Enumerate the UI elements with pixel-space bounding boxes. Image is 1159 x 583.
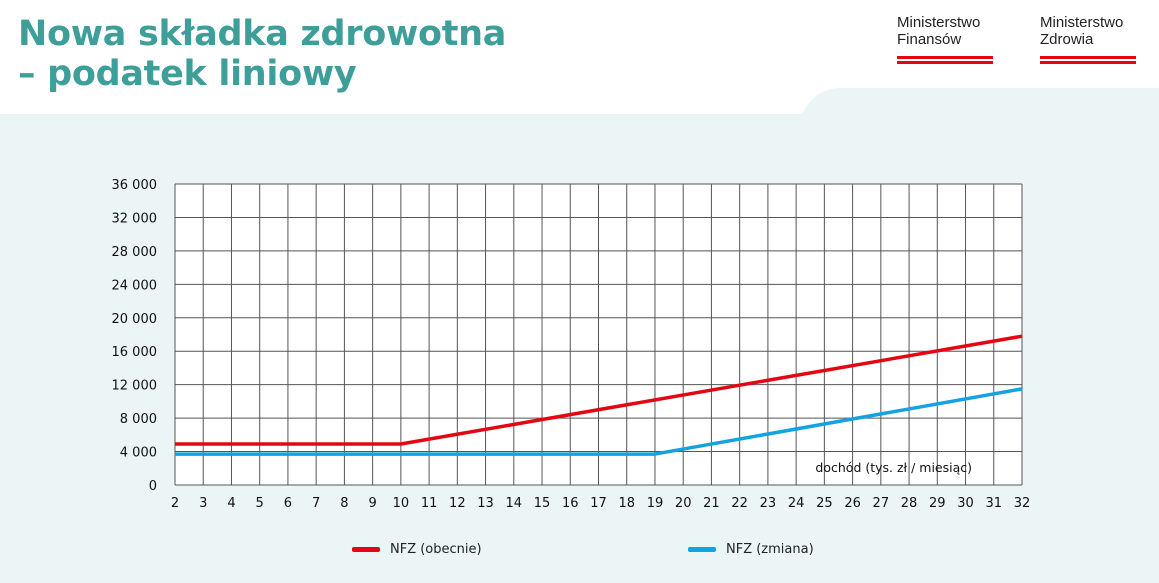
y-tick-label: 20 000	[112, 312, 158, 327]
y-tick-label: 12 000	[112, 379, 158, 394]
legend-item-obecnie: NFZ (obecnie)	[352, 539, 482, 559]
x-tick-label: 19	[647, 496, 664, 511]
logo-bar-red	[1040, 56, 1136, 59]
x-tick-label: 31	[985, 496, 1002, 511]
x-tick-label: 29	[929, 496, 946, 511]
grid	[174, 183, 1023, 486]
logo-ministerstwo-finansow: Ministerstwo Finansów	[897, 14, 993, 64]
logo-bar-red	[897, 56, 993, 59]
series-lines	[175, 334, 1023, 456]
y-tick-label: 24 000	[112, 278, 158, 293]
page-title: Nowa składka zdrowotna – podatek liniowy	[18, 14, 506, 94]
title-line-1: Nowa składka zdrowotna	[18, 14, 507, 54]
series-line-2	[175, 387, 1023, 456]
logo-bar-white	[897, 59, 993, 61]
logo-bar-red-2	[1040, 61, 1136, 64]
x-tick-label: 32	[1014, 496, 1031, 511]
logo-name: Ministerstwo Finansów	[897, 14, 981, 48]
x-tick-label: 5	[256, 496, 264, 511]
legend-label: NFZ (obecnie)	[390, 541, 482, 557]
x-tick-label: 2	[171, 496, 179, 511]
x-tick-label: 13	[477, 496, 494, 511]
x-tick-label: 25	[816, 496, 833, 511]
logo-name: Ministerstwo Zdrowia	[1040, 14, 1124, 48]
x-tick-label: 9	[368, 496, 376, 511]
y-tick-label: 0	[149, 479, 157, 494]
y-axis-ticks: 0 4 000 8 000 12 000 16 000 20 000 24 000 28 00…	[112, 178, 158, 494]
y-tick-label: 36 000	[112, 178, 158, 193]
x-tick-label: 8	[340, 496, 348, 511]
panel-tab-decoration	[800, 88, 1159, 128]
x-tick-label: 23	[760, 496, 777, 511]
x-tick-label: 17	[590, 496, 607, 511]
x-tick-label: 18	[618, 496, 635, 511]
title-line-2: – podatek liniowy	[18, 54, 357, 94]
x-tick-label: 10	[393, 496, 410, 511]
x-tick-label: 4	[227, 496, 235, 511]
series-line-1	[175, 334, 1023, 446]
logo-bar-white	[1040, 59, 1136, 61]
y-tick-label: 28 000	[112, 245, 158, 260]
y-tick-label: 16 000	[112, 345, 158, 360]
x-tick-label: 11	[421, 496, 438, 511]
x-tick-label: 27	[873, 496, 890, 511]
x-tick-label: 16	[562, 496, 579, 511]
y-tick-label: 32 000	[112, 211, 158, 226]
x-tick-label: 26	[844, 496, 861, 511]
x-tick-label: 15	[534, 496, 551, 511]
x-tick-label: 20	[675, 496, 692, 511]
x-tick-label: 24	[788, 496, 805, 511]
x-tick-label: 21	[703, 496, 720, 511]
logo-ministerstwo-zdrowia: Ministerstwo Zdrowia	[1040, 14, 1136, 64]
x-tick-label: 14	[506, 496, 523, 511]
legend-label: NFZ (zmiana)	[726, 541, 814, 557]
legend-item-zmiana: NFZ (zmiana)	[688, 539, 814, 559]
y-tick-label: 8 000	[120, 412, 157, 427]
x-tick-label: 7	[312, 496, 320, 511]
legend-swatch	[352, 546, 380, 552]
logo-bar-red-2	[897, 61, 993, 64]
y-tick-label: 4 000	[120, 446, 157, 461]
x-tick-label: 30	[957, 496, 974, 511]
x-tick-label: 3	[199, 496, 207, 511]
legend-swatch	[688, 546, 716, 552]
x-tick-label: 22	[731, 496, 748, 511]
x-tick-label: 12	[449, 496, 466, 511]
x-axis-label: dochód (tys. zł / miesiąc)	[815, 460, 972, 475]
x-tick-label: 6	[284, 496, 292, 511]
x-tick-label: 28	[901, 496, 918, 511]
x-axis-ticks: 2 3 4 5 6 7 8 9 10 11 12 13 14 15 16 17 18 19 20 21 22 23 24 25…	[171, 496, 1030, 511]
